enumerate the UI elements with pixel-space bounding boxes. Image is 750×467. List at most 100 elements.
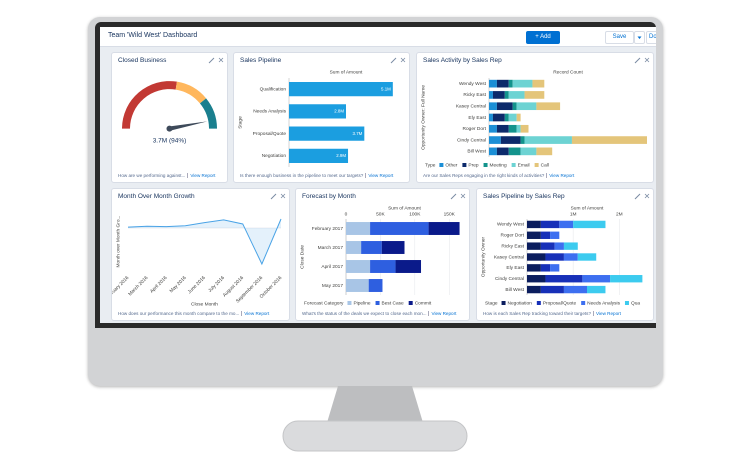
- legend-label: Email: [518, 162, 530, 168]
- bar-segment: [368, 279, 383, 292]
- category-label: Ely East: [468, 115, 486, 121]
- bar-segment: [550, 264, 560, 272]
- bar-segment: [489, 91, 493, 99]
- bar: [289, 148, 349, 163]
- bar-segment: [527, 275, 546, 283]
- legend-swatch: [439, 163, 444, 167]
- view-report-link[interactable]: View Report: [241, 311, 270, 316]
- edit-icon: [634, 57, 641, 64]
- stand-base: [282, 420, 468, 452]
- bar-segment: [489, 102, 497, 111]
- value-label: 2.9M: [336, 153, 346, 158]
- view-report-link[interactable]: View Report: [546, 173, 575, 178]
- legend-label: Other: [445, 162, 457, 168]
- panel-icons[interactable]: [633, 192, 651, 200]
- footer-question: What's the status of the deals we expect…: [302, 311, 427, 316]
- category-label: Wendy West: [497, 222, 525, 228]
- panel: Month Over Month Growth Month over Month …: [111, 188, 290, 321]
- edit-icon: [390, 57, 397, 64]
- x-tick-label: June 2016: [187, 275, 207, 295]
- panel-footer: How does our performance this month comp…: [118, 311, 270, 316]
- legend-swatch: [501, 301, 506, 305]
- done-button[interactable]: Done: [646, 31, 656, 44]
- bar-segment: [496, 147, 509, 156]
- y-axis-title: Close Date: [299, 245, 305, 269]
- add-button[interactable]: + Add: [526, 31, 560, 44]
- gauge-band: [199, 98, 217, 129]
- panel-icons[interactable]: [449, 192, 467, 200]
- panel-footer: Are our Sales Reps engaging in the right…: [423, 173, 575, 178]
- panel-icons[interactable]: [269, 192, 287, 200]
- bar-segment: [563, 285, 587, 294]
- category-label: Cindy Central: [457, 137, 486, 143]
- panel: Sales Pipeline by Sales Rep Sum of Amount…: [476, 188, 654, 321]
- category-label: Roger Dort: [501, 233, 525, 239]
- close-icon: [280, 193, 286, 199]
- dashboard: Team 'Wild West' Dashboard + Add Save Do…: [100, 27, 656, 323]
- chart: 3.7M (94%): [122, 81, 217, 144]
- bar-segment: [610, 275, 643, 283]
- category-label: Kasey Central: [494, 254, 524, 260]
- category-label: Proposal/Quote: [253, 131, 287, 137]
- save-button[interactable]: Save: [605, 31, 634, 44]
- bar-segment: [524, 91, 545, 99]
- bar-segment: [540, 242, 555, 250]
- panel-title: Sales Pipeline by Sales Rep: [483, 193, 565, 200]
- gauge-value-label: 3.7M (94%): [153, 137, 187, 144]
- bar-segment: [545, 275, 583, 283]
- x-tick-label: May 2016: [169, 275, 188, 294]
- bar-segment: [346, 260, 371, 273]
- bar-segment: [571, 136, 647, 144]
- legend-title: Forecast Category: [304, 300, 344, 306]
- bar-segment: [587, 285, 606, 294]
- dropdown-button[interactable]: [634, 31, 645, 44]
- bar-segment: [527, 231, 541, 239]
- bar-segment: [489, 147, 497, 156]
- panel-title: Sales Pipeline: [240, 57, 282, 64]
- edit-icon: [450, 193, 457, 200]
- chart: Record Count Opportunity Owner: Full Name…: [420, 69, 647, 168]
- view-report-link[interactable]: View Report: [593, 311, 621, 316]
- panel-title: Closed Business: [118, 57, 167, 64]
- bar-segment: [563, 242, 578, 250]
- panel-icons[interactable]: [633, 56, 651, 64]
- panel-icons[interactable]: [389, 56, 407, 64]
- gauge-band: [122, 81, 177, 129]
- value-label: 3.7M: [353, 131, 363, 136]
- category-label: Kasey Central: [456, 103, 486, 109]
- bar-segment: [527, 253, 546, 261]
- category-label: February 2017: [312, 226, 344, 232]
- gauge-needle: [169, 121, 208, 131]
- x-tick-label: March 2016: [127, 275, 149, 297]
- bar-segment: [504, 91, 509, 99]
- legend-swatch: [624, 301, 629, 305]
- bar-segment: [527, 242, 541, 250]
- bar-segment: [492, 91, 505, 99]
- view-report-link[interactable]: View Report: [187, 173, 216, 178]
- legend-label: Meeting: [490, 162, 507, 168]
- bar-segment: [559, 220, 574, 229]
- category-label: March 2017: [318, 245, 344, 251]
- close-icon: [218, 57, 224, 63]
- x-axis-title: Sum of Amount: [571, 205, 604, 211]
- panel-footer: Is there enough business in the pipeline…: [240, 173, 394, 178]
- bar: [289, 82, 393, 97]
- bar-segment: [489, 113, 493, 122]
- bar-segment: [524, 136, 572, 144]
- legend-label: Call: [541, 162, 549, 168]
- bar-segment: [527, 264, 541, 272]
- bar: [289, 126, 365, 141]
- view-report-link[interactable]: View Report: [428, 311, 457, 316]
- legend-label: Negotiation: [508, 300, 533, 306]
- legend-swatch: [483, 163, 488, 167]
- stand-neck: [326, 386, 424, 426]
- bar-segment: [370, 222, 429, 235]
- bar-segment: [540, 231, 551, 239]
- panel-icons[interactable]: [207, 56, 225, 64]
- view-report-link[interactable]: View Report: [365, 173, 394, 178]
- panel: Forecast by Month Sum of Amount Close Date…: [295, 188, 470, 321]
- footer-question: How is each Sales Rep tracking toward th…: [483, 311, 592, 316]
- panel: Sales Pipeline Sum of Amount Stage Qualific…: [233, 52, 410, 183]
